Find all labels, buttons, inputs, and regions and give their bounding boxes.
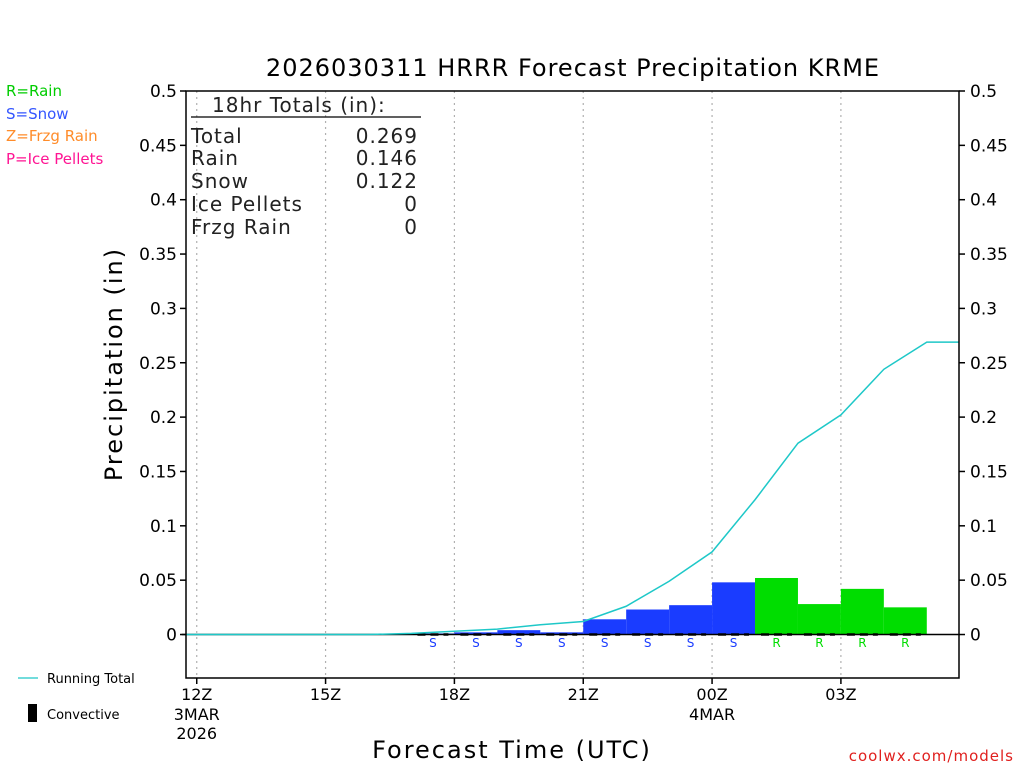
y-tick-label-left: 0.45 (139, 136, 177, 156)
ptype-label: S (687, 636, 695, 650)
x-axis-label: Forecast Time (UTC) (372, 736, 652, 764)
plot-frame (185, 90, 960, 679)
totals-ice-pellets-label: Ice Pellets (191, 192, 303, 216)
y-tick-label-left: 0.1 (150, 517, 177, 537)
x-tick-label: 18Z (439, 685, 470, 704)
precip-bars (411, 577, 927, 635)
precip-bar (755, 577, 798, 635)
ptype-label: S (601, 636, 609, 650)
y-tick-label-right: 0.5 (970, 82, 997, 102)
ptype-label: R (772, 636, 780, 650)
totals-snow-value: 0.122 (356, 169, 418, 193)
totals-header: 18hr Totals (in): (212, 93, 386, 117)
legend-frzg-rain: Z=Frzg Rain (6, 127, 98, 145)
totals-ice-pellets-value: 0 (404, 192, 418, 216)
legend-snow: S=Snow (6, 105, 69, 123)
running-total-line (186, 341, 959, 636)
y-tick-label-left: 0.2 (150, 408, 177, 428)
precip-bar (840, 588, 884, 635)
ptype-label: S (429, 636, 437, 650)
chart-title: 2026030311 HRRR Forecast Precipitation K… (266, 54, 880, 82)
watermark: coolwx.com/models (849, 747, 1014, 765)
y-tick-label-right: 0.3 (970, 299, 997, 319)
y-tick-label-right: 0 (970, 626, 981, 646)
y-tick-label-right: 0.35 (970, 245, 1008, 265)
x-tick-sublabel: 3MAR (174, 705, 220, 724)
ptype-label: S (558, 636, 566, 650)
y-axis-label: Precipitation (in) (100, 247, 128, 481)
ptype-label: S (515, 636, 523, 650)
y-tick-label-left: 0.3 (150, 299, 177, 319)
x-tick-sublabel: 4MAR (689, 705, 735, 724)
y-tick-label-right: 0.25 (970, 354, 1008, 374)
y-tick-label-right: 0.2 (970, 408, 997, 428)
x-tick-label: 21Z (568, 685, 599, 704)
precip-bar (712, 582, 756, 635)
precip-bar (883, 607, 927, 635)
y-axis-left: 0 0.05 0.1 0.15 0.2 0.25 0.3 0.35 0.4 0.45 0.5 (139, 82, 186, 646)
ptype-label: R (815, 636, 823, 650)
y-tick-label-left: 0.4 (150, 191, 177, 211)
x-tick-label: 12Z (181, 685, 212, 704)
x-tick-label: 15Z (310, 685, 341, 704)
x-grid-lines (196, 91, 842, 678)
ptype-label: R (858, 636, 866, 650)
convective-legend-swatch (28, 704, 37, 722)
totals-rain-label: Rain (191, 146, 239, 170)
y-axis-right: 0 0.05 0.1 0.15 0.2 0.25 0.3 0.35 0.4 0.45 0.5 (959, 82, 1008, 646)
ptype-label: R (901, 636, 909, 650)
totals-frzg-rain-label: Frzg Rain (191, 215, 292, 239)
y-tick-label-left: 0.25 (139, 354, 177, 374)
totals-frzg-rain-value: 0 (404, 215, 418, 239)
x-tick-label: 00Z (696, 685, 727, 704)
ptype-label: S (472, 636, 480, 650)
y-tick-label-left: 0 (166, 626, 177, 646)
totals-total-value: 0.269 (356, 124, 418, 148)
running-total-legend-label: Running Total (47, 672, 135, 687)
precip-bar (583, 619, 627, 635)
ptype-label: S (644, 636, 652, 650)
x-tick-sublabel: 2026 (176, 724, 217, 743)
precip-bar (669, 605, 713, 635)
precip-bar (797, 604, 841, 635)
precip-bar (497, 630, 541, 635)
totals-total-label: Total (190, 124, 243, 148)
running-total-polyline (186, 341, 959, 636)
y-tick-label-left: 0.35 (139, 245, 177, 265)
y-tick-label-left: 0.15 (139, 462, 177, 482)
legend-rain: R=Rain (6, 82, 62, 100)
y-tick-label-right: 0.1 (970, 517, 997, 537)
y-tick-label-right: 0.15 (970, 462, 1008, 482)
y-tick-label-left: 0.05 (139, 571, 177, 591)
ptype-label: S (730, 636, 738, 650)
y-tick-label-right: 0.45 (970, 136, 1008, 156)
convective-legend-label: Convective (47, 708, 120, 723)
totals-rain-value: 0.146 (356, 146, 418, 170)
totals-snow-label: Snow (191, 169, 249, 193)
totals-box: 18hr Totals (in): Total 0.269 Rain 0.146… (190, 93, 421, 239)
precip-bar (626, 609, 670, 635)
y-tick-label-left: 0.5 (150, 82, 177, 102)
legend-ice-pellets: P=Ice Pellets (6, 150, 103, 168)
x-tick-label: 03Z (825, 685, 856, 704)
y-tick-label-right: 0.4 (970, 191, 997, 211)
y-tick-label-right: 0.05 (970, 571, 1008, 591)
